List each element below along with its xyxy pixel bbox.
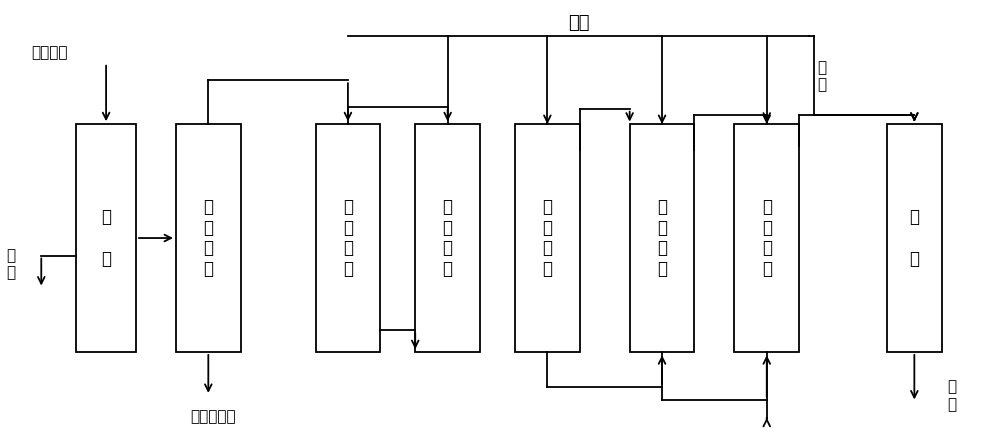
Text: 回
填: 回 填: [817, 60, 826, 92]
Text: 巴
杀
灭
酶: 巴 杀 灭 酶: [443, 198, 453, 278]
Bar: [316, 124, 380, 352]
Text: 浓

缩: 浓 缩: [909, 208, 919, 268]
Text: 脱
苦
降
酸: 脱 苦 降 酸: [657, 198, 667, 278]
Text: 离
心
粗
分: 离 心 粗 分: [343, 198, 353, 278]
Bar: [887, 124, 942, 352]
Text: 榨

汁: 榨 汁: [101, 208, 111, 268]
Text: 脱
苦
降
酸: 脱 苦 降 酸: [762, 198, 772, 278]
Text: 果肉: 果肉: [568, 14, 589, 32]
Bar: [176, 124, 241, 352]
Bar: [76, 124, 136, 352]
Text: 高果肉果汁: 高果肉果汁: [190, 409, 236, 424]
Bar: [630, 124, 694, 352]
Bar: [415, 124, 480, 352]
Bar: [734, 124, 799, 352]
Text: 高
速
离
心: 高 速 离 心: [542, 198, 552, 278]
Text: 果
渣: 果 渣: [6, 248, 16, 280]
Text: 成
品: 成 品: [947, 380, 956, 412]
Text: 缓
冲
贮
藏: 缓 冲 贮 藏: [203, 198, 213, 278]
Text: 椪柑鲜果: 椪柑鲜果: [31, 45, 68, 60]
Bar: [515, 124, 580, 352]
